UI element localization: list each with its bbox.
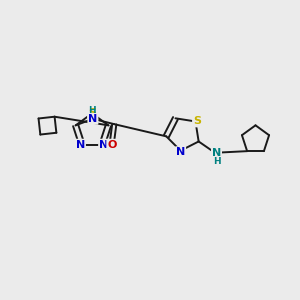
Text: N: N <box>88 114 98 124</box>
Text: H: H <box>213 157 220 166</box>
Text: N: N <box>99 140 108 150</box>
Text: N: N <box>176 147 185 157</box>
Text: N: N <box>76 140 85 150</box>
Text: N: N <box>212 148 221 158</box>
Text: H: H <box>88 106 96 115</box>
Text: S: S <box>88 108 96 118</box>
Text: S: S <box>193 116 201 127</box>
Text: O: O <box>107 140 117 150</box>
